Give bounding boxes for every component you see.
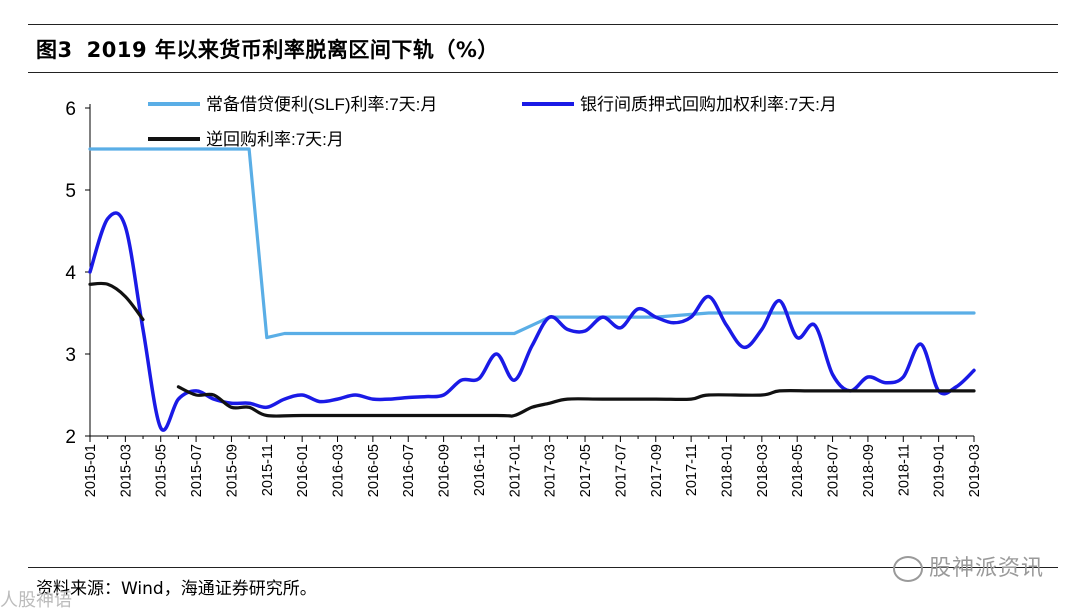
x-tick-label: 2015-05 xyxy=(154,444,170,497)
y-tick-label: 5 xyxy=(65,181,76,202)
reverse-repo-rate-line xyxy=(176,385,976,418)
x-tick-label: 2019-03 xyxy=(967,444,983,497)
x-tick-label: 2018-03 xyxy=(755,444,771,497)
wechat-icon xyxy=(892,556,923,582)
x-tick-label: 2018-09 xyxy=(861,444,877,497)
x-tick-label: 2017-05 xyxy=(578,444,594,497)
x-tick-label: 2017-11 xyxy=(684,444,700,496)
x-tick-label: 2015-01 xyxy=(83,444,99,497)
top-rule xyxy=(28,24,1058,25)
x-tick-label: 2017-03 xyxy=(543,444,559,497)
legend-label: 逆回购利率:7天:月 xyxy=(206,130,344,149)
x-tick-label: 2017-01 xyxy=(507,444,523,497)
legend: 常备借贷便利(SLF)利率:7天:月 银行间质押式回购加权利率:7天:月逆回购利率… xyxy=(148,95,837,149)
y-tick-label: 6 xyxy=(65,99,76,120)
figure-title: 图3 2019 年以来货币利率脱离区间下轨（%） xyxy=(36,34,499,64)
watermark-left: 人股神语 xyxy=(0,590,72,611)
series-lines xyxy=(88,147,976,432)
figure-number: 图3 xyxy=(36,38,73,62)
x-tick-label: 2018-01 xyxy=(719,444,735,497)
x-tick-label: 2018-07 xyxy=(826,444,842,497)
x-tick-label: 2016-07 xyxy=(401,444,417,497)
y-tick-label: 2 xyxy=(65,427,76,448)
x-tick-label: 2018-05 xyxy=(790,444,806,497)
x-tick-label: 2016-03 xyxy=(331,444,347,497)
y-tick-label: 4 xyxy=(65,263,76,284)
legend-label: 银行间质押式回购加权利率:7天:月 xyxy=(580,95,837,114)
legend-label: 常备借贷便利(SLF)利率:7天:月 xyxy=(206,95,437,114)
x-tick-label: 2016-09 xyxy=(437,444,453,497)
y-tick-label: 3 xyxy=(65,345,76,366)
watermark-text: 股神派资讯 xyxy=(928,556,1044,581)
title-rule xyxy=(28,72,1058,73)
axes: 2 3 4 5 6 2015-01 2015-03 2015-05 2015-07 2015-09… xyxy=(65,99,983,497)
x-tick-label: 2018-11 xyxy=(896,444,912,496)
x-tick-label: 2019-01 xyxy=(932,444,948,497)
x-tick-label: 2015-09 xyxy=(224,444,240,497)
x-tick-label: 2015-07 xyxy=(189,444,205,497)
x-tick-label: 2017-07 xyxy=(613,444,629,497)
source-note: 资料来源：Wind，海通证券研究所。 xyxy=(36,579,317,599)
x-tick-label: 2016-01 xyxy=(295,444,311,497)
x-tick-label: 2015-03 xyxy=(118,444,134,497)
bottom-rule xyxy=(28,567,1058,568)
x-tick-label: 2015-11 xyxy=(260,444,276,496)
repo-weighted-rate-line xyxy=(88,211,976,432)
reverse-repo-rate-line xyxy=(88,281,145,322)
x-tick-label: 2017-09 xyxy=(649,444,665,497)
watermark: 股神派资讯 xyxy=(892,550,1044,582)
x-tick-label: 2016-11 xyxy=(472,444,488,496)
x-tick-label: 2016-05 xyxy=(366,444,382,497)
slf-rate-line xyxy=(88,147,976,340)
figure-title-text: 2019 年以来货币利率脱离区间下轨（%） xyxy=(86,38,499,62)
line-chart: 2 3 4 5 6 2015-01 2015-03 2015-05 2015-07 2015-09… xyxy=(65,95,983,497)
